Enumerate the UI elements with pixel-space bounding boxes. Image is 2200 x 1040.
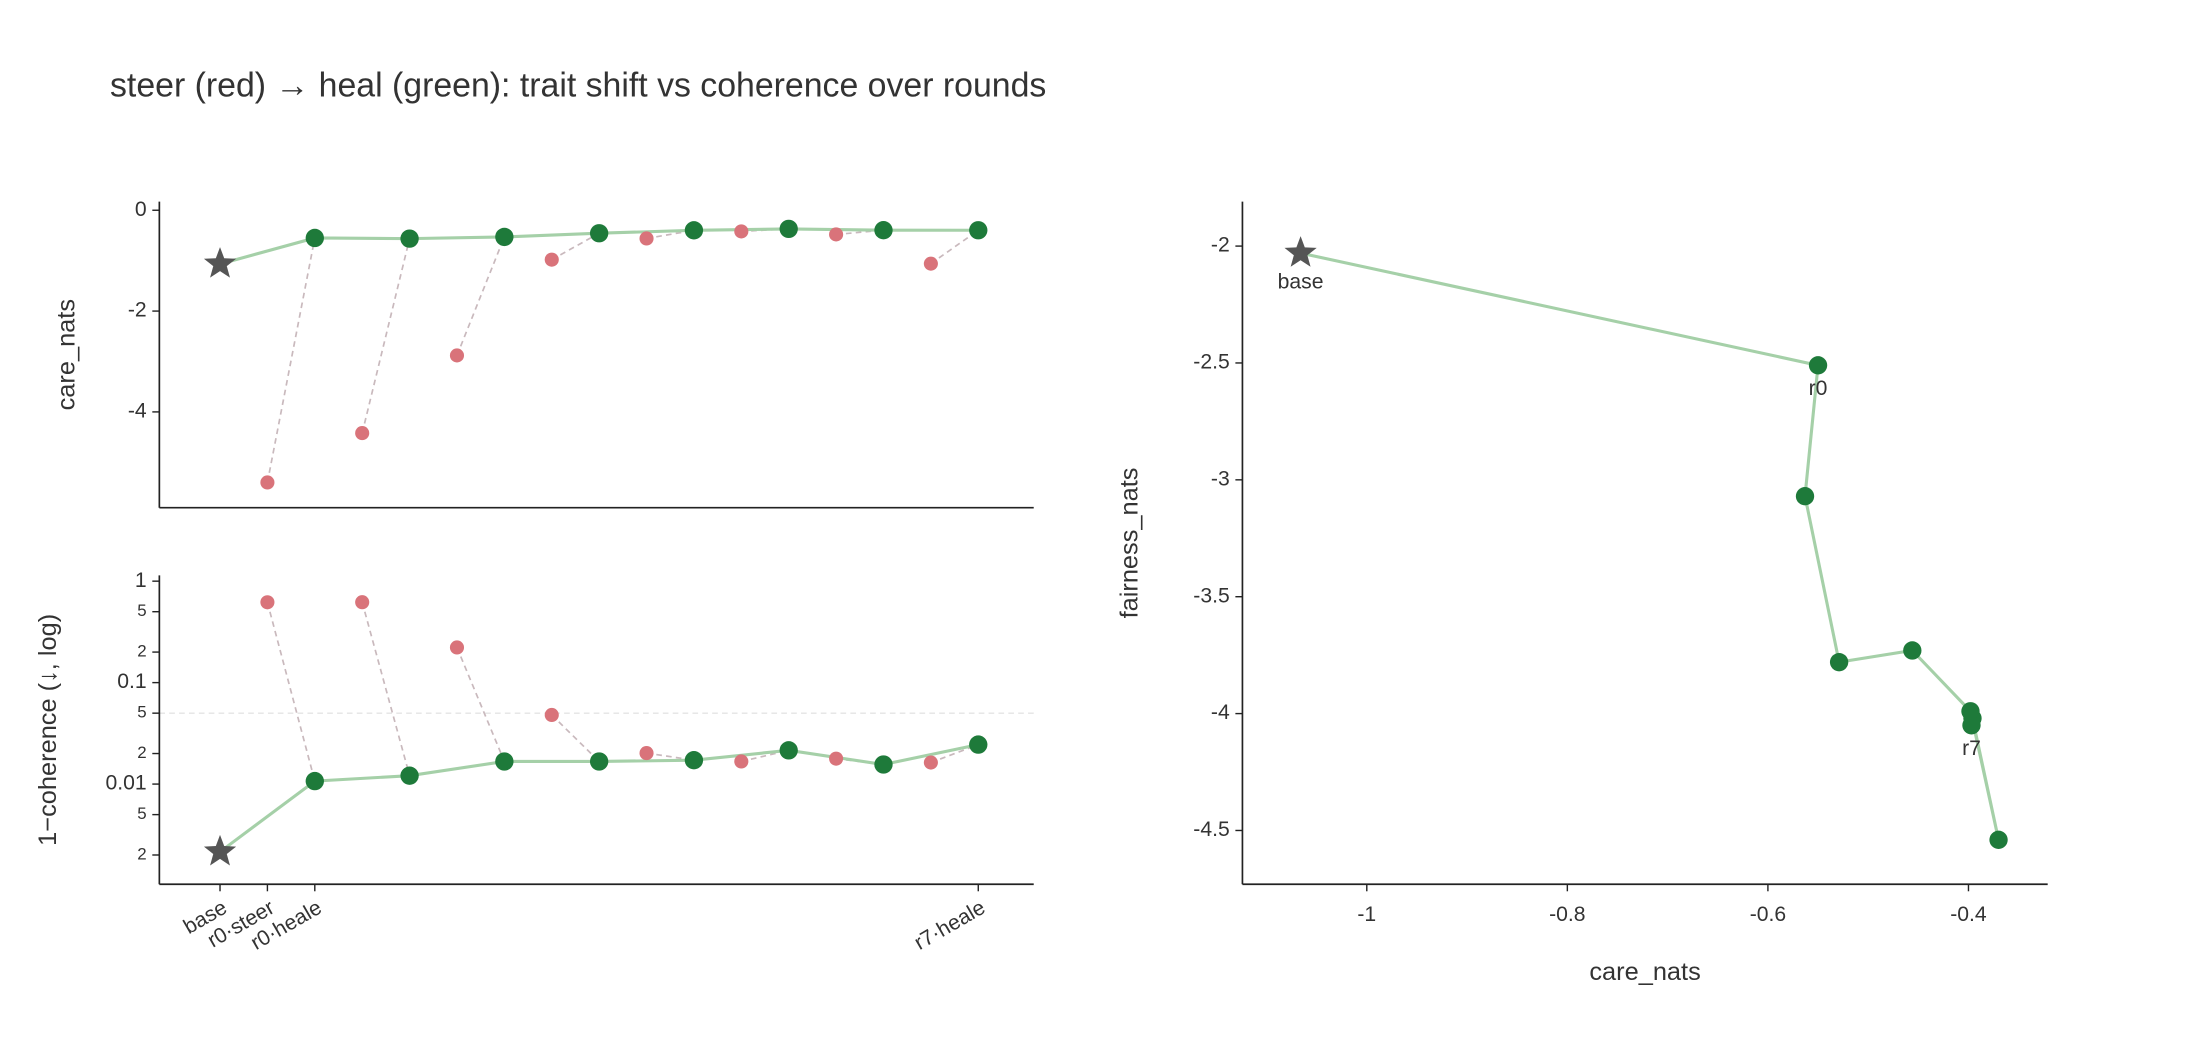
y-tick-label: 0.01 <box>106 772 147 795</box>
point <box>544 707 559 723</box>
point <box>495 227 514 247</box>
y-tick-label: -3.5 <box>1193 584 1229 607</box>
point <box>400 766 419 785</box>
link-line <box>456 236 506 356</box>
star-marker <box>1284 236 1317 267</box>
point <box>829 227 844 242</box>
y-tick-label: -3 <box>1211 467 1230 490</box>
point <box>1962 716 1981 735</box>
point <box>874 221 893 240</box>
point <box>1903 641 1922 660</box>
point <box>1795 487 1815 506</box>
y-tick-label: 0.1 <box>117 670 146 693</box>
point <box>1808 356 1828 375</box>
point <box>589 752 609 771</box>
point <box>639 231 654 246</box>
x-tick-label: -0.6 <box>1750 903 1786 926</box>
y-tick-label: 2 <box>137 844 146 863</box>
y-tick-label: 2 <box>137 743 146 762</box>
x-tick-label: -0.8 <box>1549 903 1585 926</box>
point <box>260 595 275 610</box>
point <box>495 752 514 771</box>
point <box>400 229 419 248</box>
star-marker <box>203 834 237 866</box>
point <box>639 746 654 761</box>
point <box>589 224 609 243</box>
star-marker <box>203 247 237 278</box>
link-line <box>266 237 316 483</box>
link-line <box>456 647 506 762</box>
point <box>874 755 893 774</box>
y-tick-label: 5 <box>137 703 146 722</box>
link-line <box>551 714 600 763</box>
point <box>305 228 324 248</box>
y-tick-label: -4 <box>1211 701 1230 724</box>
y-tick-label: -4 <box>128 399 147 422</box>
point <box>449 640 465 655</box>
point <box>923 755 938 770</box>
point <box>734 224 749 239</box>
x-tick-label: -0.4 <box>1950 903 1987 926</box>
y-axis-label: 1−coherence (↓, log) <box>34 614 62 846</box>
point <box>1829 653 1849 672</box>
point-label: base <box>1278 270 1324 293</box>
y-tick-label: 2 <box>137 642 146 661</box>
point <box>1989 830 2008 849</box>
point-label: r0 <box>1809 377 1828 400</box>
point <box>779 741 798 760</box>
point <box>260 475 275 490</box>
point <box>544 252 559 267</box>
point <box>684 751 704 770</box>
figure-title: steer (red) → heal (green): trait shift … <box>110 66 1046 104</box>
link-line <box>266 602 316 782</box>
point <box>734 754 749 769</box>
x-tick-label: -1 <box>1357 903 1376 926</box>
point <box>355 595 370 610</box>
point <box>355 426 370 441</box>
point <box>969 221 988 240</box>
point <box>969 735 988 754</box>
y-tick-label: 5 <box>137 601 146 620</box>
x-axis-label: care_nats <box>1589 958 1700 986</box>
y-tick-label: -4.5 <box>1193 818 1229 841</box>
point <box>449 348 465 363</box>
y-tick-label: 1 <box>135 569 147 592</box>
point <box>684 221 704 240</box>
point <box>923 256 938 271</box>
y-axis-label: fairness_nats <box>1116 467 1144 618</box>
y-tick-label: 5 <box>137 804 146 823</box>
point <box>779 219 798 239</box>
point <box>829 751 844 766</box>
link-line <box>361 238 411 434</box>
link-line <box>361 602 411 776</box>
y-tick-label: 0 <box>135 198 147 221</box>
y-tick-label: -2 <box>1211 234 1230 257</box>
point <box>305 771 324 791</box>
y-tick-label: -2.5 <box>1193 351 1229 374</box>
y-axis-label: care_nats <box>52 299 80 410</box>
y-tick-label: -2 <box>128 299 147 322</box>
point-label: r7 <box>1962 737 1981 760</box>
